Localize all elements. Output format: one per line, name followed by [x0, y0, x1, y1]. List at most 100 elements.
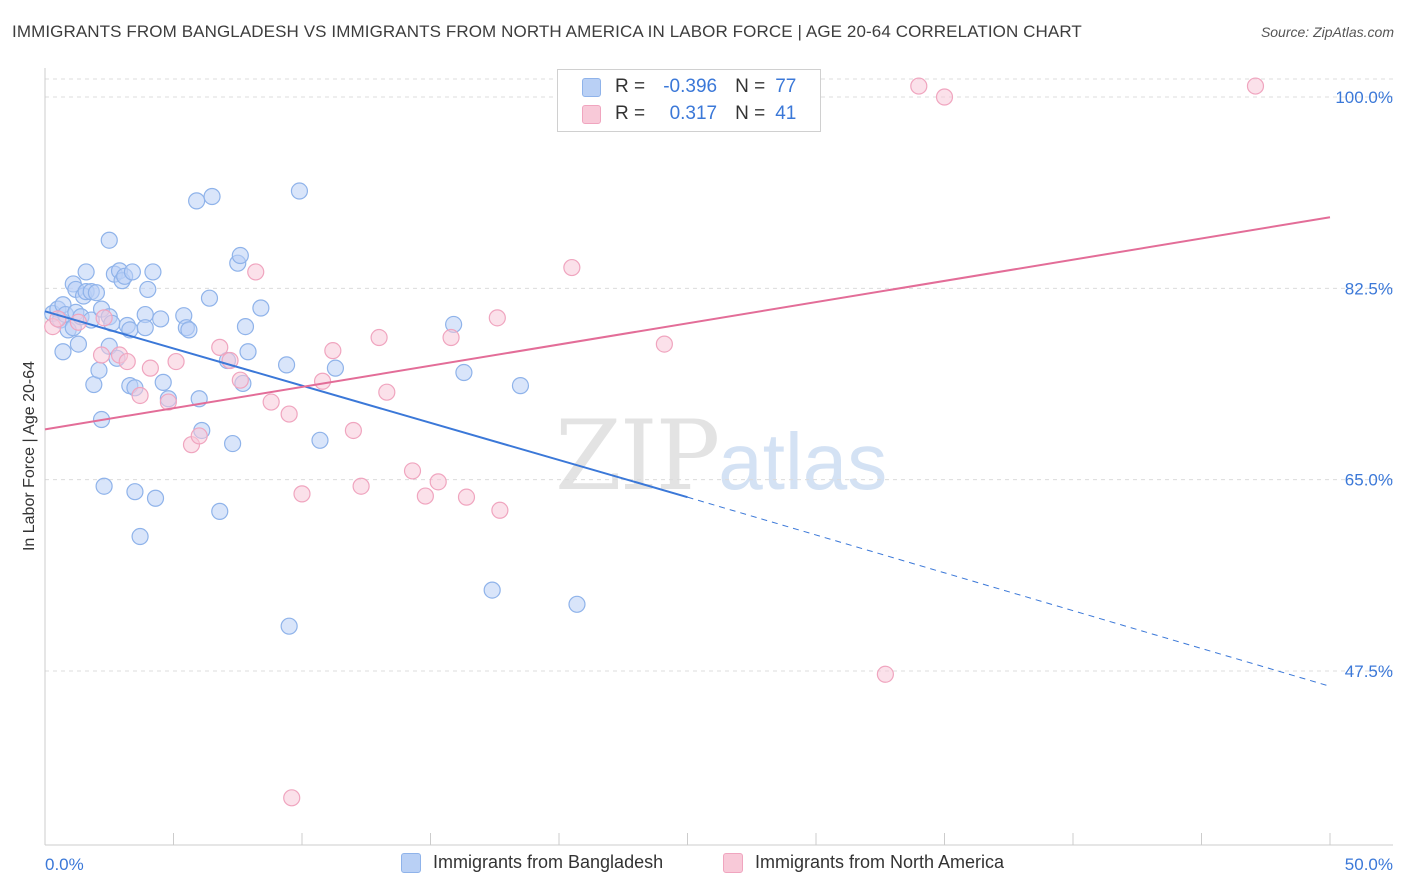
point-north-america: [935, 88, 954, 106]
y-tick-label: 82.5%: [1345, 279, 1393, 298]
point-bangladesh: [126, 483, 144, 501]
point-north-america: [280, 405, 298, 423]
point-north-america: [442, 328, 460, 347]
point-north-america: [247, 263, 265, 281]
point-north-america: [167, 352, 185, 371]
legend-row-north-america: R = 0.317 N = 41: [582, 101, 796, 127]
point-bangladesh: [100, 231, 118, 249]
point-north-america: [429, 473, 447, 491]
point-north-america: [141, 359, 159, 377]
point-north-america: [95, 309, 113, 327]
trend-lines: [44, 216, 1331, 687]
chart-title: IMMIGRANTS FROM BANGLADESH VS IMMIGRANTS…: [12, 22, 1082, 41]
point-north-america: [231, 371, 249, 389]
point-bangladesh: [188, 192, 206, 210]
point-bangladesh: [87, 284, 106, 302]
x-tick-label: 50.0%: [1345, 855, 1393, 874]
point-bangladesh: [180, 321, 198, 339]
point-north-america: [352, 477, 370, 495]
point-north-america: [159, 393, 177, 411]
legend-swatch-pink: [582, 104, 601, 124]
point-north-america: [910, 77, 928, 95]
point-bangladesh: [231, 246, 249, 265]
point-north-america: [211, 338, 229, 356]
point-north-america: [876, 665, 894, 683]
point-bangladesh: [136, 319, 154, 337]
point-bangladesh: [239, 343, 257, 361]
point-bangladesh: [211, 502, 229, 520]
point-north-america: [491, 501, 509, 519]
legend-n-value: 41: [775, 103, 797, 124]
point-north-america: [1246, 77, 1265, 95]
point-bangladesh: [277, 356, 296, 374]
point-bangladesh: [224, 434, 242, 453]
legend-r-label: R =: [615, 103, 646, 124]
point-bangladesh: [455, 363, 473, 382]
bottom-legend-swatch-blue: [401, 852, 421, 873]
point-north-america: [313, 372, 332, 390]
point-north-america: [370, 328, 388, 347]
point-bangladesh: [511, 377, 530, 395]
point-bangladesh: [131, 527, 149, 546]
point-bangladesh: [123, 263, 141, 281]
point-north-america: [190, 427, 208, 445]
legend-r-value: 0.317: [669, 103, 718, 124]
bottom-legend-north-america: Immigrants from North America: [723, 852, 1004, 873]
watermark: ZIPatlas: [555, 400, 887, 512]
legend-row-bangladesh: R = -0.396 N = 77: [582, 74, 796, 100]
point-north-america: [92, 346, 111, 364]
point-north-america: [457, 488, 476, 506]
point-north-america: [563, 258, 581, 277]
point-north-america: [283, 789, 301, 807]
y-tick-label: 65.0%: [1345, 471, 1393, 490]
point-north-america: [488, 309, 506, 327]
watermark-atlas: atlas: [718, 417, 888, 506]
point-north-america: [344, 421, 362, 440]
point-north-america: [118, 352, 136, 371]
y-tick-label: 47.5%: [1345, 662, 1393, 681]
watermark-zip: ZIP: [555, 400, 720, 512]
source-credit: Source: ZipAtlas.com: [1260, 24, 1394, 40]
point-north-america: [403, 462, 422, 480]
point-bangladesh: [311, 431, 329, 449]
point-bangladesh: [236, 318, 255, 336]
point-bangladesh: [203, 187, 221, 206]
point-bangladesh: [568, 595, 586, 613]
y-axis-label: In Labor Force | Age 20-64: [21, 360, 38, 552]
point-north-america: [49, 310, 67, 328]
point-north-america: [262, 393, 280, 411]
x-tick-label: 0.0%: [45, 855, 84, 874]
point-bangladesh: [77, 263, 95, 281]
point-bangladesh: [85, 375, 103, 394]
gridlines: [45, 78, 1393, 672]
trend-line-north-america: [44, 216, 1331, 431]
legend-n-label: N =: [735, 76, 766, 97]
data-points: [44, 77, 1265, 807]
point-bangladesh: [144, 263, 162, 281]
point-bangladesh: [154, 373, 172, 391]
trend-line-bangladesh: [44, 310, 688, 499]
point-bangladesh: [95, 477, 113, 495]
point-north-america: [131, 386, 149, 405]
legend-n-value: 77: [775, 76, 797, 97]
legend-r-label: R =: [615, 76, 646, 97]
bottom-legend-swatch-pink: [723, 852, 743, 873]
legend-r-value: -0.396: [663, 76, 718, 97]
point-bangladesh: [483, 581, 501, 599]
axes: [44, 68, 1393, 846]
point-north-america: [655, 335, 673, 353]
bottom-legend-bangladesh: Immigrants from Bangladesh: [401, 852, 663, 873]
point-bangladesh: [139, 280, 157, 299]
point-north-america: [324, 342, 342, 360]
bottom-legend-label: Immigrants from North America: [755, 852, 1005, 872]
legend-swatch-blue: [582, 77, 601, 97]
bottom-legend-label: Immigrants from Bangladesh: [433, 852, 664, 872]
y-tick-label: 100.0%: [1335, 88, 1393, 107]
point-north-america: [69, 313, 88, 331]
correlation-legend: R = -0.396 N = 77 R = 0.317 N = 41: [557, 69, 821, 132]
point-bangladesh: [146, 489, 165, 507]
point-north-america: [378, 383, 396, 401]
point-north-america: [416, 487, 434, 505]
point-bangladesh: [90, 361, 108, 379]
point-bangladesh: [54, 343, 72, 361]
